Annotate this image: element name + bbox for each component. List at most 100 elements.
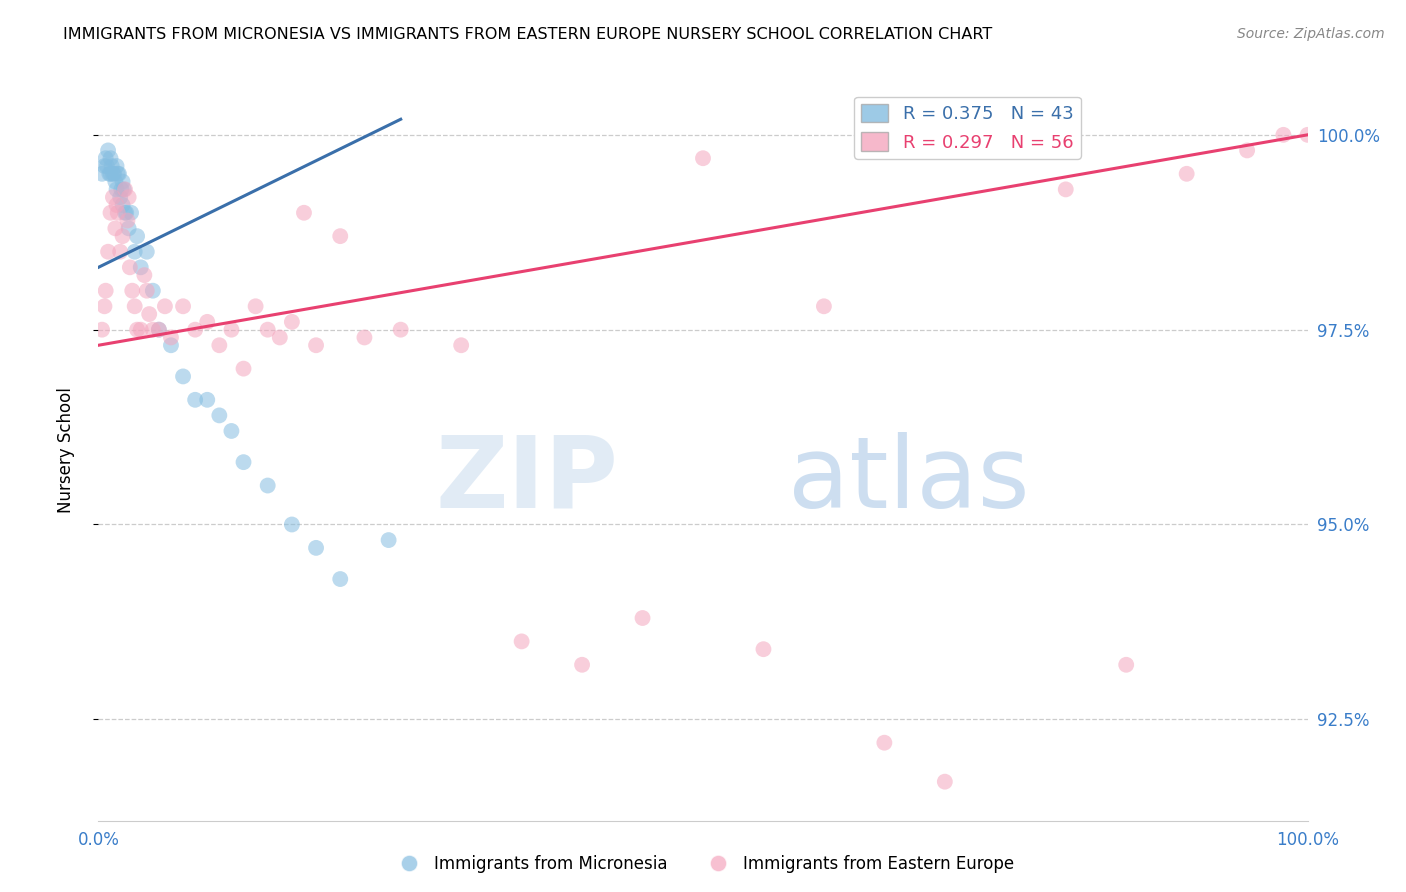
Point bbox=[450, 338, 472, 352]
Point bbox=[105, 198, 128, 212]
Point bbox=[107, 167, 129, 181]
Point bbox=[269, 330, 291, 344]
Point bbox=[118, 221, 141, 235]
Point bbox=[100, 159, 122, 173]
Point bbox=[1175, 167, 1198, 181]
Text: atlas: atlas bbox=[787, 432, 1029, 529]
Point bbox=[208, 338, 231, 352]
Point bbox=[134, 268, 156, 282]
Point bbox=[120, 206, 142, 220]
Point bbox=[91, 167, 114, 181]
Point bbox=[117, 213, 139, 227]
Point bbox=[221, 424, 243, 438]
Point bbox=[353, 330, 375, 344]
Text: IMMIGRANTS FROM MICRONESIA VS IMMIGRANTS FROM EASTERN EUROPE NURSERY SCHOOL CORR: IMMIGRANTS FROM MICRONESIA VS IMMIGRANTS… bbox=[63, 27, 993, 42]
Point bbox=[184, 323, 207, 337]
Point bbox=[97, 244, 120, 259]
Point bbox=[103, 167, 125, 181]
Point bbox=[127, 323, 149, 337]
Point bbox=[105, 182, 128, 196]
Point bbox=[377, 533, 399, 547]
Point bbox=[129, 260, 152, 275]
Point bbox=[208, 409, 231, 423]
Point bbox=[118, 190, 141, 204]
Text: Source: ZipAtlas.com: Source: ZipAtlas.com bbox=[1237, 27, 1385, 41]
Point bbox=[160, 338, 183, 352]
Point bbox=[94, 284, 117, 298]
Point bbox=[305, 541, 328, 555]
Point bbox=[195, 315, 218, 329]
Point bbox=[110, 182, 132, 196]
Point bbox=[1115, 657, 1137, 672]
Point bbox=[104, 221, 127, 235]
Point bbox=[232, 361, 254, 376]
Point bbox=[98, 167, 121, 181]
Point bbox=[127, 229, 149, 244]
Point bbox=[305, 338, 328, 352]
Point bbox=[135, 244, 157, 259]
Point bbox=[101, 167, 124, 181]
Point bbox=[107, 206, 129, 220]
Point bbox=[93, 299, 115, 313]
Point bbox=[114, 182, 136, 196]
Point bbox=[256, 478, 278, 492]
Point bbox=[108, 190, 131, 204]
Point bbox=[114, 206, 136, 220]
Point bbox=[232, 455, 254, 469]
Y-axis label: Nursery School: Nursery School bbox=[56, 387, 75, 514]
Point bbox=[111, 229, 134, 244]
Point bbox=[101, 190, 124, 204]
Point bbox=[195, 392, 218, 407]
Point bbox=[148, 323, 170, 337]
Point bbox=[256, 323, 278, 337]
Point bbox=[124, 244, 146, 259]
Point bbox=[184, 392, 207, 407]
Point bbox=[96, 159, 118, 173]
Point bbox=[112, 182, 135, 196]
Point bbox=[245, 299, 267, 313]
Point bbox=[281, 517, 304, 532]
Point bbox=[111, 198, 134, 212]
Point bbox=[124, 299, 146, 313]
Point bbox=[100, 206, 122, 220]
Point bbox=[510, 634, 533, 648]
Point bbox=[100, 151, 122, 165]
Point bbox=[172, 299, 194, 313]
Point bbox=[692, 151, 714, 165]
Point bbox=[108, 244, 131, 259]
Point bbox=[752, 642, 775, 657]
Text: ZIP: ZIP bbox=[436, 432, 619, 529]
Point bbox=[221, 323, 243, 337]
Point bbox=[934, 774, 956, 789]
Point bbox=[281, 315, 304, 329]
Point bbox=[108, 167, 131, 181]
Point bbox=[1054, 182, 1077, 196]
Point bbox=[135, 284, 157, 298]
Legend: Immigrants from Micronesia, Immigrants from Eastern Europe: Immigrants from Micronesia, Immigrants f… bbox=[385, 848, 1021, 880]
Point bbox=[571, 657, 593, 672]
Point bbox=[97, 144, 120, 158]
Point bbox=[292, 206, 315, 220]
Point bbox=[91, 323, 114, 337]
Point bbox=[94, 151, 117, 165]
Point bbox=[100, 167, 122, 181]
Point bbox=[329, 229, 352, 244]
Point bbox=[148, 323, 170, 337]
Point bbox=[104, 175, 127, 189]
Point bbox=[115, 206, 138, 220]
Point bbox=[329, 572, 352, 586]
Point bbox=[118, 260, 141, 275]
Point bbox=[873, 736, 896, 750]
Point bbox=[1296, 128, 1319, 142]
Point bbox=[1236, 144, 1258, 158]
Point bbox=[631, 611, 654, 625]
Point bbox=[121, 284, 143, 298]
Point bbox=[129, 323, 152, 337]
Point bbox=[142, 323, 165, 337]
Point bbox=[389, 323, 412, 337]
Point bbox=[142, 284, 165, 298]
Point bbox=[153, 299, 176, 313]
Point bbox=[1272, 128, 1295, 142]
Legend: R = 0.375   N = 43, R = 0.297   N = 56: R = 0.375 N = 43, R = 0.297 N = 56 bbox=[855, 96, 1081, 159]
Point bbox=[813, 299, 835, 313]
